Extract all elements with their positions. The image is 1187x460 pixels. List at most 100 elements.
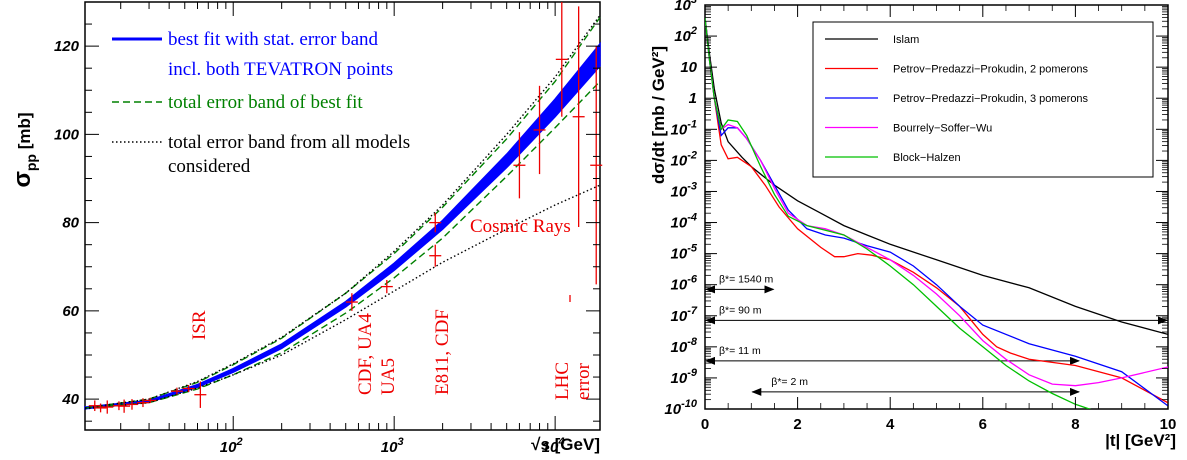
legend-label: best fit with stat. error band <box>168 29 379 50</box>
y-tick-label: 100 <box>54 126 80 143</box>
y-tick-label: 80 <box>62 215 79 232</box>
data-point <box>572 6 585 228</box>
y-tick-label: 10-4 <box>671 212 697 232</box>
dsigma-dt-plot: β*= 1540 mβ*= 90 mβ*= 11 mβ*= 2 m 103102… <box>649 0 1176 450</box>
x-tick-label: 10 <box>1160 416 1177 433</box>
y-tick-label-exp: -7 <box>687 305 698 317</box>
y-tick-label-exp: -8 <box>687 336 698 348</box>
legend-box <box>812 21 1154 178</box>
right-plot-y-axis-label: dσ/dt [mb / GeV²] <box>649 46 668 184</box>
data-point <box>533 85 546 175</box>
y-tick-label-base: 10 <box>671 121 688 138</box>
x-tick-label-exp: 4 <box>557 436 564 448</box>
y-tick-label: 10-3 <box>671 180 697 200</box>
y-tick-label-exp: 2 <box>690 25 697 37</box>
y-tick-label-exp: -9 <box>687 367 698 379</box>
total-error-band-lower <box>84 80 601 409</box>
data-point <box>429 212 442 233</box>
y-tick-label: 10 <box>680 59 697 76</box>
y-tick-label: 10-5 <box>671 243 698 263</box>
y-tick-label-base: 10 <box>664 401 681 418</box>
y-tick-label: 10-10 <box>664 398 697 418</box>
left-plot-y-axis-label: σpp [mb] <box>9 112 39 187</box>
best-fit-band <box>84 41 601 410</box>
y-tick-label: 10-7 <box>671 305 698 325</box>
annotation-label: error <box>573 362 594 400</box>
x-tick-label-base: 10 <box>542 439 559 456</box>
y-tick-label: 60 <box>62 303 79 320</box>
left-plot-legend: best fit with stat. error band incl. both… <box>112 29 410 177</box>
y-tick-label-exp: 3 <box>691 0 697 6</box>
legend-label: considered <box>168 156 251 177</box>
legend-label: Petrov−Predazzi−Prokudin, 2 pomerons <box>893 64 1089 76</box>
y-tick-label-base: 10 <box>671 339 688 356</box>
legend-label: total error band from all models <box>168 132 410 153</box>
series-curve <box>705 17 1168 404</box>
annotation-label: ISR <box>189 310 210 340</box>
y-tick-label-base: 10 <box>671 215 688 232</box>
y-tick-label-exp: -6 <box>687 274 698 286</box>
beta-arrow-label: β*= 2 m <box>771 376 808 388</box>
left-plot-frame <box>84 1 601 431</box>
y-tick-label: 103 <box>674 0 697 14</box>
y-tick-label-base: 10 <box>671 277 688 294</box>
annotation-label: E811, CDF <box>432 309 453 395</box>
left-plot-x-axis-label: √s [GeV] <box>531 435 600 454</box>
data-point <box>125 399 138 410</box>
data-point <box>182 384 195 393</box>
y-tick-label-base: 10 <box>671 246 688 263</box>
y-tick-label: 10-9 <box>671 367 698 387</box>
y-tick-label: 120 <box>54 38 80 55</box>
data-point <box>345 293 358 311</box>
sigma-subscript: pp <box>23 154 39 171</box>
x-tick-label-exp: 3 <box>397 436 403 448</box>
y-tick-label-base: 1 <box>689 90 697 107</box>
x-tick-label-exp: 2 <box>235 436 242 448</box>
y-tick-label-exp: -10 <box>681 398 698 410</box>
y-tick-label: 10-6 <box>671 274 698 294</box>
series-curve <box>705 17 1092 409</box>
annotation-label: Cosmic Rays <box>470 216 571 237</box>
y-tick-label-exp: -3 <box>687 180 697 192</box>
data-point <box>170 387 183 395</box>
beta-arrow-label: β*= 1540 m <box>719 273 773 285</box>
data-point <box>380 279 393 294</box>
data-point <box>94 403 107 413</box>
right-plot-ticks: 10310210110-110-210-310-410-510-610-710-… <box>664 0 1176 433</box>
data-point <box>144 397 157 404</box>
left-plot-data-points <box>88 2 603 414</box>
data-point <box>194 381 207 408</box>
y-tick-label-base: 10 <box>671 370 688 387</box>
legend-label: Islam <box>893 34 919 46</box>
y-tick-label-base: 10 <box>671 152 688 169</box>
sigma-unit: [mb] <box>15 112 34 154</box>
x-tick-label: 102 <box>220 436 243 456</box>
x-tick-label-base: 10 <box>381 439 398 456</box>
x-tick-label: 0 <box>701 416 709 433</box>
right-plot-series <box>705 17 1168 409</box>
left-plot-annotations: ISR CDF, UA4 UA5 E811, CDF Cosmic Rays LHC err… <box>189 216 594 400</box>
legend-label: incl. both TEVATRON points <box>168 59 393 80</box>
y-tick-label-exp: -4 <box>687 212 697 224</box>
beta-arrow-label: β*= 90 m <box>719 304 762 316</box>
annotation-label: CDF, UA4 <box>355 313 376 395</box>
y-tick-label-exp: -2 <box>687 149 697 161</box>
data-point <box>88 400 101 412</box>
y-tick-label-base: 10 <box>674 0 691 14</box>
x-tick-label-base: 10 <box>220 439 237 456</box>
y-tick-label: 40 <box>61 391 79 408</box>
y-tick-label: 10-1 <box>671 118 697 138</box>
sigma-symbol: σ <box>9 171 36 187</box>
x-tick-label: 6 <box>979 416 987 433</box>
data-point <box>101 400 114 414</box>
data-point <box>555 2 568 117</box>
all-models-band-upper <box>84 14 601 409</box>
legend-label: Block−Halzen <box>893 152 961 164</box>
y-tick-label: 10-2 <box>671 149 697 169</box>
annotation-label: LHC <box>552 362 573 400</box>
x-tick-label: 2 <box>793 416 801 433</box>
data-point <box>118 399 131 413</box>
right-plot-legend: Islam Petrov−Predazzi−Prokudin, 2 pomeron… <box>812 21 1154 178</box>
